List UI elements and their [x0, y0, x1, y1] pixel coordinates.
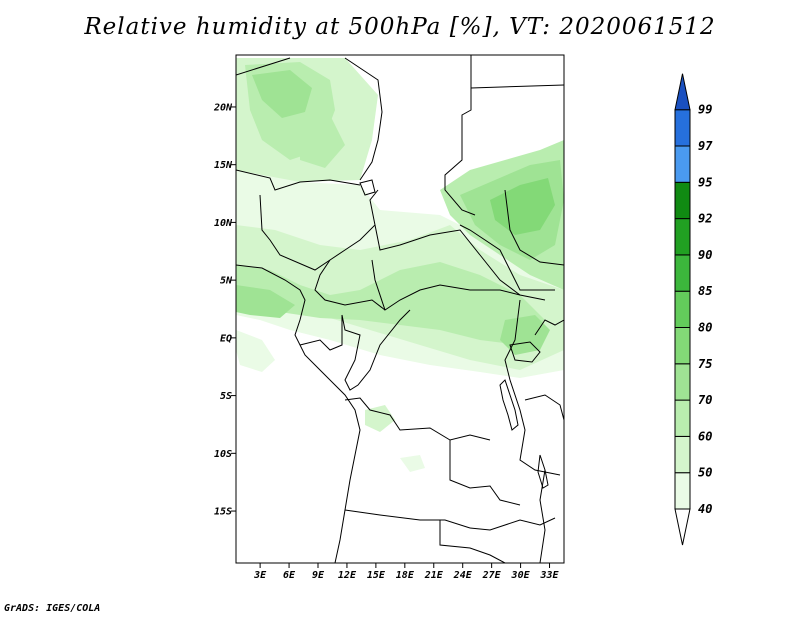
colorbar-segment	[674, 399, 691, 437]
colorbar-label: 80	[698, 321, 712, 335]
border-car-drc	[371, 259, 521, 311]
humidity-patch-west-coast	[236, 330, 275, 372]
colorbar-segment	[674, 435, 691, 474]
border-congo	[341, 309, 411, 391]
lake-victoria	[509, 341, 541, 363]
colorbar-label: 95	[698, 175, 712, 189]
border-angola-namibia	[344, 509, 471, 529]
longitude-axis: 3E 6E 9E 12E 15E 18E 21E 24E 27E 30E 33E	[253, 563, 560, 581]
border-angola-zambia	[449, 440, 521, 506]
colorbar-under-triangle	[674, 508, 691, 546]
colorbar-label: 90	[698, 248, 712, 262]
colorbar-over-triangle	[674, 73, 691, 111]
colorbar-label: 97	[698, 139, 713, 153]
colorbar-segment	[674, 218, 691, 256]
humidity-patch-south-b	[400, 455, 425, 472]
colorbar-label: 92	[698, 212, 712, 226]
border-algeria-niger	[236, 57, 383, 181]
lat-tick-label: 5S	[220, 391, 232, 402]
humidity-area-central-core	[236, 262, 545, 345]
lake-tanganyika	[499, 379, 519, 431]
lake-chad	[359, 179, 376, 196]
border-sudan-ethiopia	[504, 189, 564, 266]
border-mozambique	[539, 469, 546, 563]
lon-tick-label: 30E	[511, 570, 531, 581]
border-libya-chad	[444, 55, 476, 216]
border-drc-angola	[344, 397, 491, 441]
map-title: Relative humidity at 500hPa [%], VT: 202…	[84, 14, 716, 40]
lat-tick-label: 15N	[214, 160, 233, 171]
colorbar-segment	[674, 472, 691, 510]
colorbar-label: 50	[698, 466, 712, 480]
lon-tick-label: 27E	[482, 570, 502, 581]
border-kenya-uganda	[534, 319, 564, 336]
lon-tick-label: 12E	[338, 570, 357, 581]
colorbar-segment	[674, 254, 691, 292]
humidity-area-northwest-peak	[252, 70, 312, 118]
humidity-area-east-peak	[490, 178, 555, 235]
border-mali-niger	[236, 169, 361, 191]
border-south-sudan	[459, 224, 555, 291]
lat-tick-label: 5N	[220, 276, 233, 287]
humidity-field	[236, 58, 564, 472]
humidity-area-center-north	[300, 115, 345, 168]
country-borders	[236, 55, 564, 563]
colorbar-label: 40	[698, 502, 712, 516]
lon-tick-label: 24E	[453, 570, 473, 581]
border-gabon	[299, 315, 343, 351]
lat-tick-label: 10N	[214, 218, 233, 229]
lat-tick-label: EQ	[220, 333, 232, 344]
border-cameroon	[314, 259, 386, 311]
colorbar-label: 85	[698, 284, 712, 298]
lon-tick-label: 18E	[396, 570, 415, 581]
colorbar-segment	[674, 109, 691, 147]
colorbar: 40 50 60 70 75 80 85 90 92 95 97 99	[674, 73, 713, 546]
lake-malawi	[537, 454, 549, 489]
colorbar-segment	[674, 181, 691, 220]
colorbar-label: 60	[698, 429, 712, 443]
lat-tick-label: 20N	[213, 102, 233, 113]
coastline-west	[236, 264, 361, 563]
lon-tick-label: 33E	[539, 570, 559, 581]
colorbar-label: 99	[698, 103, 712, 117]
latitude-axis: 20N 15N 10N 5N EQ 5S 10S 15S	[213, 102, 236, 518]
lat-tick-label: 10S	[214, 449, 232, 460]
border-tanzania	[524, 394, 564, 421]
lon-tick-label: 15E	[367, 570, 386, 581]
border-botswana	[439, 520, 506, 563]
map-frame	[235, 54, 565, 564]
colorbar-label: 70	[698, 393, 712, 407]
border-drc-east	[504, 299, 561, 476]
humidity-patch-south-a	[365, 405, 395, 432]
colorbar-segment	[674, 145, 691, 183]
lon-tick-label: 9E	[312, 570, 325, 581]
lon-tick-label: 6E	[283, 570, 296, 581]
border-egypt-sudan	[470, 84, 564, 89]
lon-tick-label: 3E	[253, 570, 267, 581]
colorbar-segment	[674, 327, 691, 365]
colorbar-segment	[674, 290, 691, 329]
grads-credit: GrADS: IGES/COLA	[4, 603, 101, 614]
border-zambia-zimbabwe	[469, 517, 556, 531]
lon-tick-label: 21E	[424, 570, 444, 581]
humidity-area-gulf-guinea	[236, 285, 295, 318]
lat-tick-label: 15S	[214, 507, 232, 518]
colorbar-label: 75	[698, 357, 712, 371]
colorbar-segment	[674, 363, 691, 401]
border-chad-car	[374, 224, 546, 301]
